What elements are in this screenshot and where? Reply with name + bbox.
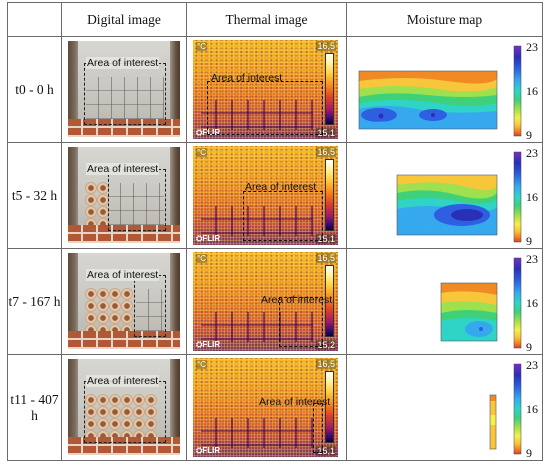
flir-logo: ⛭FLIR xyxy=(196,446,221,455)
moisture-map: 23 16 9 xyxy=(440,252,538,354)
thermal-image-cell: °C 16,5 15,2 ⛭FLIR Area of interest xyxy=(186,248,347,355)
temperature-max: 16,5 xyxy=(316,253,336,263)
thermal-photo: °C 16,5 15,1 ⛭FLIR Area of interest xyxy=(193,40,338,139)
header-thermal-image: Thermal image xyxy=(186,2,347,37)
moisture-contour-plot xyxy=(358,70,498,130)
row-label: t11 - 407 h xyxy=(7,354,62,461)
scale-min-label: 9 xyxy=(526,234,532,248)
temperature-unit: °C xyxy=(196,42,207,51)
moisture-map-cell: 23 16 9 xyxy=(346,36,543,143)
table-row: t0 - 0 h Area of interest °C 16,5 xyxy=(7,36,543,143)
holes-group xyxy=(86,183,108,229)
area-of-interest-box xyxy=(207,81,323,135)
thermal-image-cell: °C 16,5 15,1 ⛭FLIR Area of interest xyxy=(186,142,347,249)
table-row: t11 - 407 h Area of interest xyxy=(7,354,543,461)
area-of-interest-box xyxy=(313,403,323,453)
header-blank xyxy=(7,2,62,37)
digital-image-cell: Area of interest xyxy=(61,36,187,143)
digital-image-cell: Area of interest xyxy=(61,248,187,355)
flir-logo: ⛭FLIR xyxy=(196,128,221,137)
area-of-interest-label: Area of interest xyxy=(211,72,283,84)
moisture-color-scale xyxy=(513,363,522,455)
row-label: t7 - 167 h xyxy=(7,248,62,355)
thermal-photo: °C 16,5 15,1 ⛭FLIR Area of interest xyxy=(193,358,338,457)
flir-logo: ⛭FLIR xyxy=(196,340,221,349)
area-of-interest-box xyxy=(84,63,166,125)
temperature-scale-bar xyxy=(325,159,334,231)
area-of-interest-label: Area of interest xyxy=(245,181,317,193)
digital-image-cell: Area of interest xyxy=(61,354,187,461)
holes-group xyxy=(86,289,132,335)
scale-max-label: 23 xyxy=(526,146,538,160)
row-label: t0 - 0 h xyxy=(7,36,62,143)
moisture-map: 23 16 9 xyxy=(396,146,538,248)
digital-image-cell: Area of interest xyxy=(61,142,187,249)
area-of-interest-label: Area of interest xyxy=(261,294,333,306)
area-of-interest-box xyxy=(243,191,323,241)
temperature-unit: °C xyxy=(196,254,207,263)
thermal-image-cell: °C 16,5 15,1 ⛭FLIR Area of interest xyxy=(186,36,347,143)
area-of-interest-box xyxy=(279,297,323,347)
temperature-max: 16,5 xyxy=(316,41,336,51)
temperature-scale-bar xyxy=(325,53,334,125)
area-of-interest-label: Area of interest xyxy=(259,396,331,408)
moisture-map: 23 16 9 xyxy=(358,40,538,142)
area-of-interest-box xyxy=(108,169,166,231)
temperature-unit: °C xyxy=(196,148,207,157)
moisture-map-cell: 23 16 9 xyxy=(346,142,543,249)
moisture-color-scale xyxy=(513,45,522,137)
moisture-contour-plot xyxy=(396,174,498,236)
scale-max-label: 23 xyxy=(526,358,538,372)
scale-mid-label: 16 xyxy=(526,190,538,204)
scale-min-label: 9 xyxy=(526,128,532,142)
temperature-unit: °C xyxy=(196,360,207,369)
temperature-min: 15,2 xyxy=(316,340,336,350)
scale-max-label: 23 xyxy=(526,252,538,266)
scale-min-label: 9 xyxy=(526,446,532,460)
moisture-contour-plot xyxy=(440,282,498,342)
area-of-interest-label: Area of interest xyxy=(86,163,160,175)
temperature-scale-bar xyxy=(325,371,334,443)
digital-photo: Area of interest xyxy=(68,147,180,243)
area-of-interest-box xyxy=(84,381,166,443)
table-row: t5 - 32 h Area of interest xyxy=(7,142,543,249)
flir-logo: ⛭FLIR xyxy=(196,234,221,243)
temperature-scale-bar xyxy=(325,265,334,337)
table-row: t7 - 167 h Area of interest xyxy=(7,248,543,355)
moisture-map-cell: 23 16 9 xyxy=(346,248,543,355)
moisture-color-scale xyxy=(513,151,522,243)
figure-table: Digital image Thermal image Moisture map… xyxy=(7,2,543,461)
area-of-interest-box xyxy=(134,275,166,337)
digital-photo: Area of interest xyxy=(68,41,180,137)
scale-mid-label: 16 xyxy=(526,296,538,310)
digital-photo: Area of interest xyxy=(68,253,180,349)
holes-group xyxy=(86,395,156,441)
moisture-map-cell: 23 16 9 xyxy=(346,354,543,461)
thermal-photo: °C 16,5 15,1 ⛭FLIR Area of interest xyxy=(193,146,338,245)
area-of-interest-label: Area of interest xyxy=(86,269,160,281)
scale-max-label: 23 xyxy=(526,40,538,54)
moisture-color-scale xyxy=(513,257,522,349)
thermal-image-cell: °C 16,5 15,1 ⛭FLIR Area of interest xyxy=(186,354,347,461)
temperature-min: 15,1 xyxy=(316,446,336,456)
area-of-interest-label: Area of interest xyxy=(86,57,160,69)
temperature-max: 16,5 xyxy=(316,359,336,369)
scale-min-label: 9 xyxy=(526,340,532,354)
area-of-interest-label: Area of interest xyxy=(86,375,160,387)
digital-photo: Area of interest xyxy=(68,359,180,455)
header-moisture-map: Moisture map xyxy=(346,2,543,37)
row-label: t5 - 32 h xyxy=(7,142,62,249)
scale-mid-label: 16 xyxy=(526,84,538,98)
temperature-min: 15,1 xyxy=(316,234,336,244)
thermal-photo: °C 16,5 15,2 ⛭FLIR Area of interest xyxy=(193,252,338,351)
temperature-min: 15,1 xyxy=(316,128,336,138)
header-digital-image: Digital image xyxy=(61,2,187,37)
moisture-map: 23 16 9 xyxy=(489,358,538,460)
scale-mid-label: 16 xyxy=(526,402,538,416)
temperature-max: 16,5 xyxy=(316,147,336,157)
moisture-contour-plot xyxy=(489,394,497,450)
